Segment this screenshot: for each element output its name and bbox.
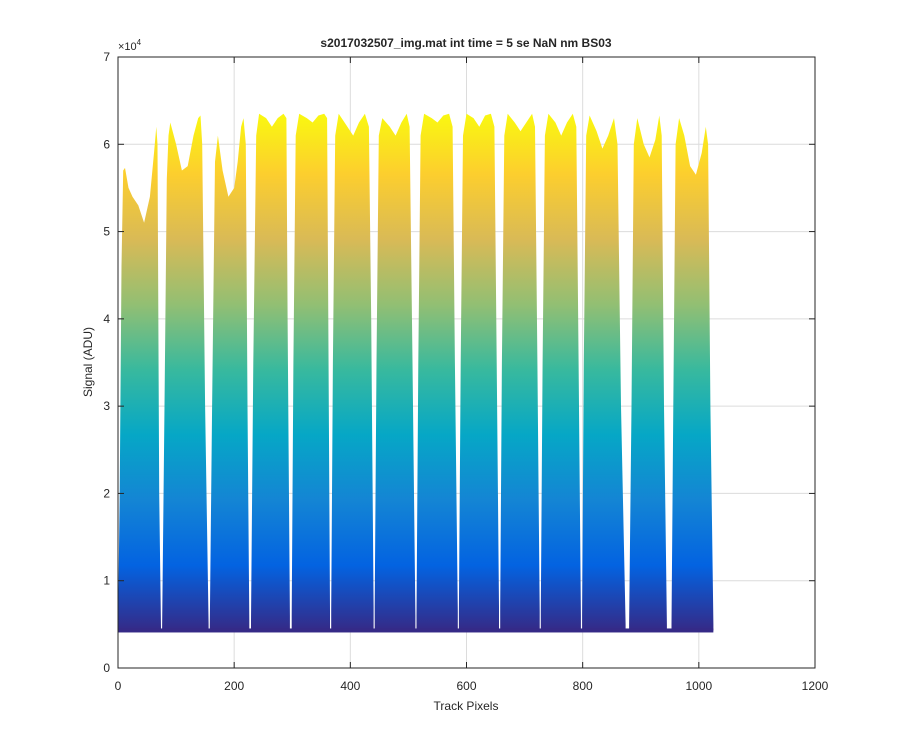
signal-lobe-14 xyxy=(671,118,714,631)
signal-lobe-3 xyxy=(209,118,250,631)
signal-lobe-8 xyxy=(416,113,458,631)
y-axis-label: Signal (ADU) xyxy=(81,327,95,397)
x-tick-label: 1200 xyxy=(802,679,829,693)
signal-lobe-1 xyxy=(118,126,161,631)
signal-lobe-6 xyxy=(331,113,374,631)
y-axis-ticks: 0 1 2 3 4 5 6 7 xyxy=(103,50,815,675)
signal-lobe-12 xyxy=(582,115,626,631)
signal-lobe-4 xyxy=(251,113,290,631)
y-tick-label: 4 xyxy=(103,312,110,326)
signal-lobe-5 xyxy=(291,113,330,631)
y-tick-label: 1 xyxy=(103,574,110,588)
y-axis-exponent-base: ×10 xyxy=(118,41,137,53)
x-tick-label: 200 xyxy=(224,679,244,693)
y-axis-exponent: ×104 xyxy=(118,38,142,53)
x-tick-label: 600 xyxy=(456,679,476,693)
signal-lobe-13 xyxy=(629,115,667,631)
x-tick-label: 0 xyxy=(115,679,122,693)
x-axis-label: Track Pixels xyxy=(434,699,499,713)
signal-lobe-11 xyxy=(540,113,581,631)
signal-lobe-2 xyxy=(162,115,209,631)
signal-lobe-9 xyxy=(458,113,499,631)
x-tick-label: 400 xyxy=(340,679,360,693)
y-tick-label: 5 xyxy=(103,225,110,239)
y-axis-exponent-power: 4 xyxy=(137,38,142,47)
y-tick-label: 7 xyxy=(103,50,110,64)
y-tick-label: 6 xyxy=(103,137,110,151)
y-tick-label: 0 xyxy=(103,661,110,675)
y-tick-label: 2 xyxy=(103,486,110,500)
y-tick-label: 3 xyxy=(103,399,110,413)
signal-lobe-7 xyxy=(374,113,416,631)
x-tick-label: 1000 xyxy=(685,679,712,693)
baseline-band xyxy=(118,628,714,633)
signal-lobe-10 xyxy=(500,113,540,631)
x-axis-ticks: 0 200 400 600 800 1000 1200 xyxy=(115,57,829,693)
x-tick-label: 800 xyxy=(573,679,593,693)
signal-area xyxy=(118,113,714,633)
chart-title: s2017032507_img.mat int time = 5 se NaN … xyxy=(320,36,611,50)
